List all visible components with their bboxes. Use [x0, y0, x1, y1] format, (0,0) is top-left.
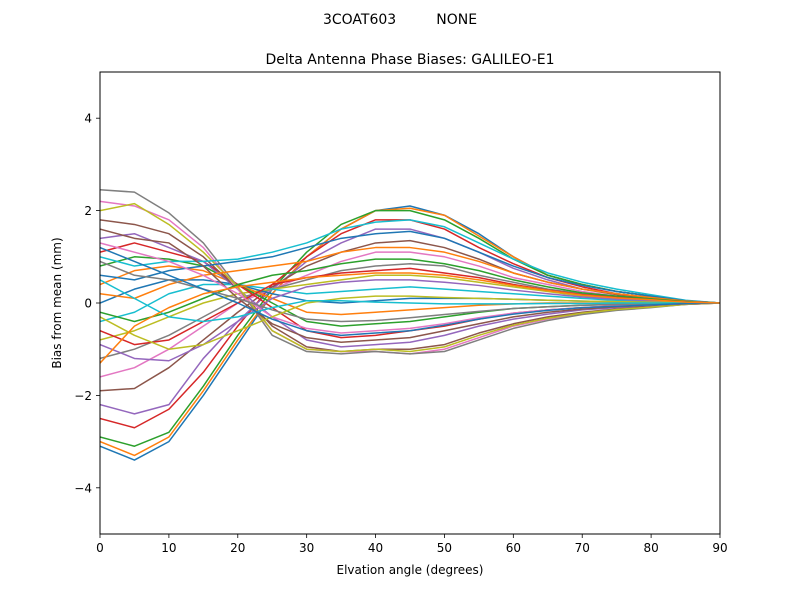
x-tick-label: 70 [575, 541, 590, 555]
y-tick-label: 4 [84, 112, 92, 126]
y-axis: −4 −2 0 2 4 [74, 112, 100, 495]
x-tick-label: 50 [437, 541, 452, 555]
y-tick-label: −2 [74, 389, 92, 403]
x-tick-label: 90 [712, 541, 727, 555]
series-line-20 [100, 219, 720, 304]
chart-title: Delta Antenna Phase Biases: GALILEO-E1 [265, 52, 554, 68]
x-tick-label: 10 [161, 541, 176, 555]
y-tick-label: 2 [84, 204, 92, 218]
series-line-30 [100, 279, 720, 323]
x-axis-label: Elvation angle (degrees) [337, 563, 484, 577]
series-layer [100, 189, 720, 461]
x-tick-label: 80 [643, 541, 658, 555]
y-axis-label: Bias from mean (mm) [50, 237, 64, 368]
series-line-19 [100, 202, 720, 353]
series-line-32 [100, 272, 720, 364]
series-line-6 [100, 239, 720, 392]
figure-suptitle: 3COAT603 NONE [323, 12, 477, 28]
x-tick-label: 0 [96, 541, 104, 555]
x-axis: 0 10 20 30 40 50 60 70 80 90 [96, 534, 728, 555]
x-tick-label: 30 [299, 541, 314, 555]
series-line-23 [100, 258, 720, 323]
x-tick-label: 20 [230, 541, 245, 555]
y-tick-label: −4 [74, 481, 92, 495]
series-line-29 [100, 295, 720, 350]
x-tick-label: 60 [506, 541, 521, 555]
series-line-18 [100, 189, 720, 355]
x-tick-label: 40 [368, 541, 383, 555]
series-line-31 [100, 246, 720, 337]
series-line-10 [100, 283, 720, 323]
y-tick-label: 0 [84, 297, 92, 311]
